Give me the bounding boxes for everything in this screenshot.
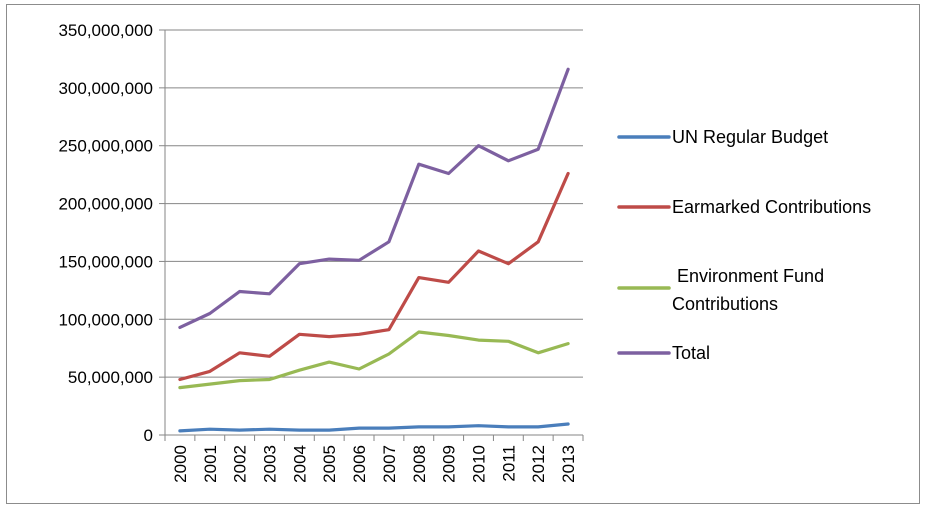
- legend: UN Regular Budget Earmarked Contributions…: [617, 127, 871, 363]
- legend-label: UN Regular Budget: [672, 127, 828, 147]
- y-tick-labels: 0 50,000,000 100,000,000 150,000,000 200,000…: [58, 21, 153, 445]
- y-tick-label: 250,000,000: [58, 137, 153, 156]
- x-tick-label: 2010: [470, 445, 489, 483]
- x-tick-label: 2012: [529, 445, 548, 483]
- y-tick-label: 0: [144, 426, 153, 445]
- series-line: [178, 422, 570, 433]
- x-tick-label: 2008: [410, 445, 429, 483]
- x-tick-label: 2009: [440, 445, 459, 483]
- chart-frame: 0 50,000,000 100,000,000 150,000,000 200,000…: [6, 4, 920, 504]
- line-chart: 0 50,000,000 100,000,000 150,000,000 200,000…: [58, 21, 871, 483]
- legend-label: Total: [672, 343, 710, 363]
- series-line: [178, 67, 570, 329]
- x-tick-labels: 2000 2001 2002 2003 2004 2005 2006 2007 2008 2009…: [171, 445, 578, 483]
- series-line: [178, 330, 570, 390]
- legend-label: Earmarked Contributions: [672, 197, 871, 217]
- x-tick-label: 2013: [559, 445, 578, 483]
- y-tick-label: 100,000,000: [58, 310, 153, 329]
- x-tick-label: 2003: [261, 445, 280, 483]
- x-tick-label: 2000: [171, 445, 190, 483]
- x-tick-label: 2002: [231, 445, 250, 483]
- y-tick-label: 350,000,000: [58, 21, 153, 40]
- x-tick-label: 2001: [201, 445, 220, 483]
- x-tick-label: 2005: [320, 445, 339, 483]
- x-tick-label: 2011: [499, 445, 518, 482]
- y-tick-label: 300,000,000: [58, 79, 153, 98]
- y-tick-label: 200,000,000: [58, 195, 153, 214]
- x-tick-label: 2004: [290, 445, 309, 483]
- y-tick-label: 50,000,000: [68, 368, 153, 387]
- gridlines: [165, 29, 583, 378]
- axes: [159, 29, 584, 441]
- series-lines: [178, 67, 570, 433]
- x-tick-label: 2007: [380, 445, 399, 483]
- legend-label: Environment Fund Contributions: [672, 266, 824, 314]
- y-tick-label: 150,000,000: [58, 252, 153, 271]
- x-tick-label: 2006: [350, 445, 369, 483]
- series-line: [178, 171, 570, 382]
